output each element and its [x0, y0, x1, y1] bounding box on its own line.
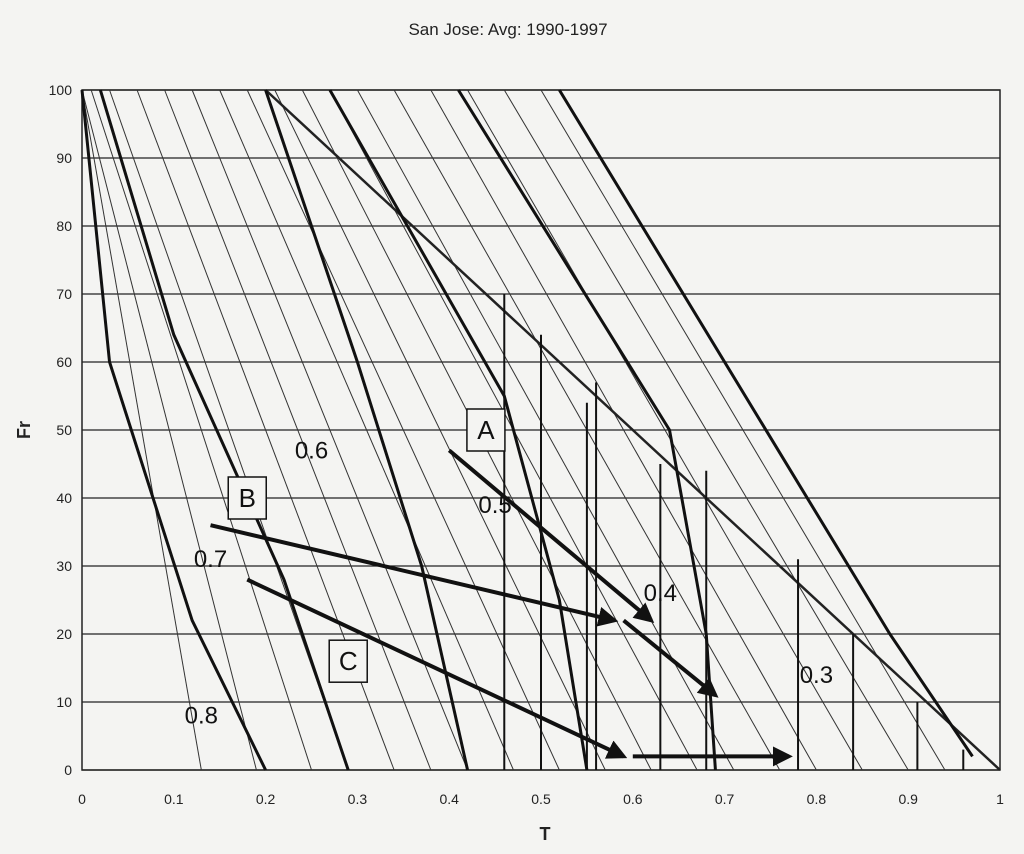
guide-line-15: [467, 89, 863, 771]
chart-title: San Jose: Avg: 1990-1997: [408, 20, 607, 39]
guide-line-8: [246, 89, 560, 771]
curve-label-0.3: 0.3: [800, 662, 833, 689]
guide-line-5: [164, 89, 432, 771]
x-tick-label-5: 0.5: [531, 791, 551, 807]
arrow-2: [622, 618, 719, 698]
guide-line-7: [219, 89, 514, 771]
iso-curve-0.8: [80, 89, 267, 771]
y-tick-label-6: 60: [56, 354, 72, 370]
arrow-3: [246, 577, 628, 759]
boundary-line: [264, 89, 1001, 771]
label-A: A: [477, 415, 495, 445]
x-axis-label: T: [540, 824, 551, 844]
y-tick-label-2: 20: [56, 626, 72, 642]
label-C: C: [339, 646, 358, 676]
x-tick-label-4: 0.4: [439, 791, 459, 807]
guide-line-2: [90, 89, 312, 771]
iso-curve-0.6: [264, 89, 470, 771]
y-tick-label-5: 50: [56, 422, 72, 438]
y-tick-label-9: 90: [56, 150, 72, 166]
guide-line-1: [81, 89, 257, 771]
y-tick-label-3: 30: [56, 558, 72, 574]
guide-line-6: [191, 89, 469, 771]
y-tick-label-1: 10: [56, 694, 72, 710]
plot-area: A B C 0.6 0.5 0.4 0.3 0.7 0.8 0 0.1 0.2 0.3 0.4 0.5 0.6…: [49, 82, 1004, 807]
curve-label-0.7: 0.7: [194, 546, 227, 573]
x-tick-label-9: 0.9: [898, 791, 918, 807]
guide-line-9: [274, 89, 606, 771]
label-B: B: [239, 483, 256, 513]
y-tick-label-4: 40: [56, 490, 72, 506]
label-box-A: [466, 408, 506, 452]
iso-curve-0.7: [98, 89, 350, 771]
guide-line-16: [503, 89, 909, 771]
label-box-C: [328, 639, 368, 683]
x-tick-label-7: 0.7: [715, 791, 735, 807]
iso-curve-0.5: [328, 89, 589, 771]
y-axis-label: Fr: [14, 421, 34, 439]
arrow-0: [210, 523, 619, 627]
label-box-B: [227, 476, 267, 520]
x-tick-label-10: 1: [996, 791, 1004, 807]
x-tick-label-3: 0.3: [348, 791, 368, 807]
x-tick-label-8: 0.8: [807, 791, 827, 807]
curve-label-0.4: 0.4: [644, 580, 677, 607]
y-tick-label-0: 0: [64, 762, 72, 778]
x-tick-label-1: 0.1: [164, 791, 184, 807]
y-tick-label-10: 100: [49, 82, 73, 98]
curve-label-0.8: 0.8: [185, 703, 218, 730]
curve-label-0.5: 0.5: [478, 492, 511, 519]
y-tick-label-7: 70: [56, 286, 72, 302]
y-tick-label-8: 80: [56, 218, 72, 234]
curve-label-0.6: 0.6: [295, 437, 328, 464]
x-tick-label-0: 0: [78, 791, 86, 807]
guide-line-0: [81, 89, 202, 771]
iso-curve-0.4: [457, 89, 717, 771]
x-tick-label-2: 0.2: [256, 791, 276, 807]
x-tick-label-6: 0.6: [623, 791, 643, 807]
arrow-1: [447, 448, 655, 623]
guide-line-14: [430, 89, 817, 771]
iso-curve-0.3: [558, 89, 974, 758]
